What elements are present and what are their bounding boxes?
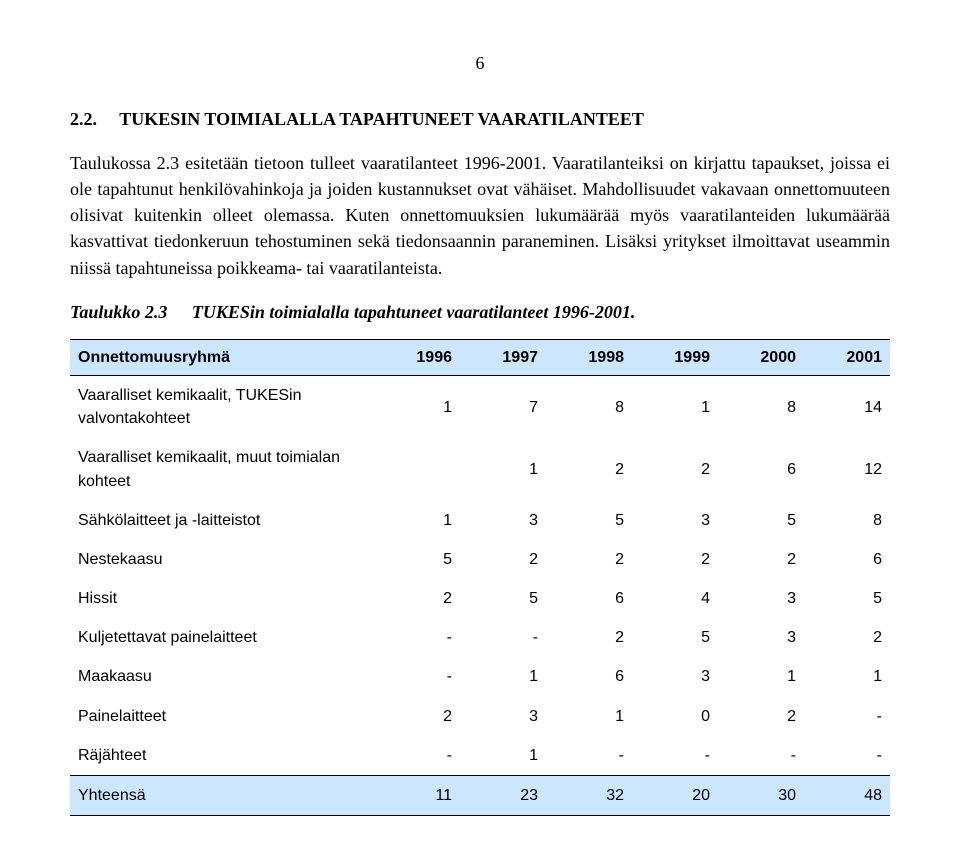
col-header-group: Onnettomuusryhmä — [70, 339, 374, 375]
cell: 1 — [804, 657, 890, 696]
cell: 2 — [804, 618, 890, 657]
table-label: Taulukko 2.3 — [70, 302, 167, 322]
col-header-year: 1998 — [546, 339, 632, 375]
cell: 3 — [460, 501, 546, 540]
table-row: Vaaralliset kemikaalit, muut toimialan k… — [70, 438, 890, 500]
cell: 5 — [546, 501, 632, 540]
table-body: Vaaralliset kemikaalit, TUKESin valvonta… — [70, 375, 890, 815]
cell: 3 — [632, 657, 718, 696]
cell: 3 — [718, 579, 804, 618]
cell: 6 — [546, 657, 632, 696]
cell: 2 — [460, 540, 546, 579]
cell: 2 — [632, 540, 718, 579]
col-header-year: 2001 — [804, 339, 890, 375]
cell: 5 — [718, 501, 804, 540]
cell: 8 — [804, 501, 890, 540]
cell: 1 — [374, 501, 460, 540]
total-cell: 20 — [632, 776, 718, 816]
cell: 5 — [460, 579, 546, 618]
table-row: Vaaralliset kemikaalit, TUKESin valvonta… — [70, 375, 890, 438]
cell: - — [374, 618, 460, 657]
cell: 3 — [460, 697, 546, 736]
col-header-year: 2000 — [718, 339, 804, 375]
cell: 2 — [374, 697, 460, 736]
cell: 2 — [374, 579, 460, 618]
cell: 2 — [718, 540, 804, 579]
col-header-year: 1999 — [632, 339, 718, 375]
row-label: Hissit — [70, 579, 374, 618]
row-label: Maakaasu — [70, 657, 374, 696]
cell: 2 — [632, 438, 718, 500]
total-cell: 23 — [460, 776, 546, 816]
row-label: Räjähteet — [70, 736, 374, 776]
heading-text: TUKESIN TOIMIALALLA TAPAHTUNEET VAARATIL… — [119, 109, 644, 129]
table-row: Hissit 2 5 6 4 3 5 — [70, 579, 890, 618]
table-caption-text: TUKESin toimialalla tapahtuneet vaaratil… — [192, 302, 636, 322]
total-cell: 48 — [804, 776, 890, 816]
row-label: Nestekaasu — [70, 540, 374, 579]
data-table: Onnettomuusryhmä 1996 1997 1998 1999 200… — [70, 339, 890, 816]
cell: - — [632, 736, 718, 776]
cell: 4 — [632, 579, 718, 618]
cell: 1 — [460, 438, 546, 500]
cell: 2 — [718, 697, 804, 736]
table-caption: Taulukko 2.3 TUKESin toimialalla tapahtu… — [70, 299, 890, 325]
cell: 3 — [718, 618, 804, 657]
cell: 6 — [718, 438, 804, 500]
page-number: 6 — [70, 50, 890, 76]
cell: 6 — [804, 540, 890, 579]
cell: 2 — [546, 618, 632, 657]
cell: 7 — [460, 375, 546, 438]
cell: 5 — [374, 540, 460, 579]
row-label: Kuljetettavat painelaitteet — [70, 618, 374, 657]
table-total-row: Yhteensä 11 23 32 20 30 48 — [70, 776, 890, 816]
cell: 14 — [804, 375, 890, 438]
col-header-year: 1996 — [374, 339, 460, 375]
cell: - — [374, 736, 460, 776]
cell: 5 — [632, 618, 718, 657]
cell: 8 — [718, 375, 804, 438]
col-header-year: 1997 — [460, 339, 546, 375]
table-row: Nestekaasu 5 2 2 2 2 6 — [70, 540, 890, 579]
total-cell: 11 — [374, 776, 460, 816]
cell: 5 — [804, 579, 890, 618]
cell: - — [546, 736, 632, 776]
cell: - — [804, 697, 890, 736]
cell: 2 — [546, 540, 632, 579]
body-paragraph: Taulukossa 2.3 esitetään tietoon tulleet… — [70, 150, 890, 280]
total-cell: 32 — [546, 776, 632, 816]
cell: 1 — [718, 657, 804, 696]
table-row: Sähkölaitteet ja -laitteistot 1 3 5 3 5 … — [70, 501, 890, 540]
row-label: Sähkölaitteet ja -laitteistot — [70, 501, 374, 540]
cell: 6 — [546, 579, 632, 618]
total-label: Yhteensä — [70, 776, 374, 816]
cell: 1 — [460, 657, 546, 696]
cell: 1 — [374, 375, 460, 438]
cell: 3 — [632, 501, 718, 540]
heading-number: 2.2. — [70, 109, 97, 129]
cell: 1 — [546, 697, 632, 736]
cell: - — [804, 736, 890, 776]
table-row: Maakaasu - 1 6 3 1 1 — [70, 657, 890, 696]
table-row: Painelaitteet 2 3 1 0 2 - — [70, 697, 890, 736]
cell: 12 — [804, 438, 890, 500]
row-label: Painelaitteet — [70, 697, 374, 736]
total-cell: 30 — [718, 776, 804, 816]
cell — [374, 438, 460, 500]
cell: 2 — [546, 438, 632, 500]
table-header-row: Onnettomuusryhmä 1996 1997 1998 1999 200… — [70, 339, 890, 375]
cell: - — [374, 657, 460, 696]
table-row: Räjähteet - 1 - - - - — [70, 736, 890, 776]
cell: - — [460, 618, 546, 657]
table-row: Kuljetettavat painelaitteet - - 2 5 3 2 — [70, 618, 890, 657]
cell: - — [718, 736, 804, 776]
cell: 0 — [632, 697, 718, 736]
cell: 1 — [460, 736, 546, 776]
cell: 8 — [546, 375, 632, 438]
row-label: Vaaralliset kemikaalit, TUKESin valvonta… — [70, 375, 374, 438]
row-label: Vaaralliset kemikaalit, muut toimialan k… — [70, 438, 374, 500]
section-heading: 2.2. TUKESIN TOIMIALALLA TAPAHTUNEET VAA… — [70, 106, 890, 132]
cell: 1 — [632, 375, 718, 438]
